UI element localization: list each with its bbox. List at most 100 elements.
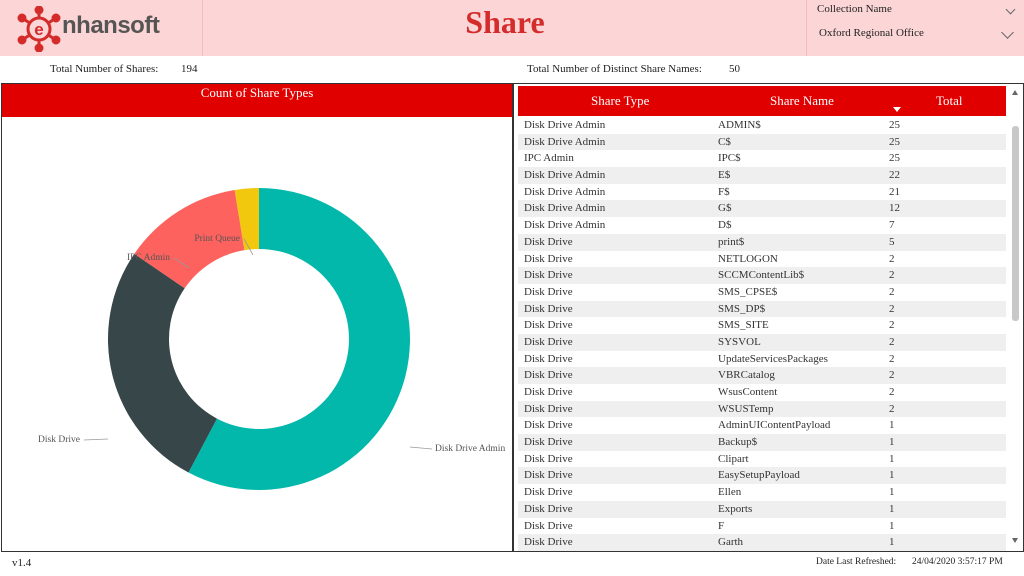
cell-share-type: Disk Drive bbox=[524, 369, 573, 382]
cell-share-type: Disk Drive bbox=[524, 269, 573, 282]
cell-total: 2 bbox=[889, 335, 895, 348]
table-row[interactable]: Disk Drive SMS_CPSE$ 2 bbox=[518, 284, 1006, 301]
table-row[interactable]: Disk Drive VBRCatalog 2 bbox=[518, 367, 1006, 384]
cell-total: 2 bbox=[889, 319, 895, 332]
filter-value[interactable]: Oxford Regional Office bbox=[819, 27, 924, 39]
table-row[interactable]: Disk Drive SMS_DP$ 2 bbox=[518, 300, 1006, 318]
chevron-down-icon[interactable] bbox=[1005, 4, 1016, 15]
table-row[interactable]: Disk Drive Garth 1 bbox=[518, 534, 1006, 551]
cell-share-name: G$ bbox=[718, 202, 732, 215]
table-row[interactable]: Disk Drive F 1 bbox=[518, 518, 1006, 535]
cell-share-type: Disk Drive Admin bbox=[524, 169, 606, 182]
collection-filter[interactable]: Collection Name Oxford Regional Office bbox=[806, 0, 1024, 56]
table-row[interactable]: Disk Drive SCCMContentLib$ 2 bbox=[518, 267, 1006, 284]
cell-total: 2 bbox=[889, 252, 895, 265]
cell-share-name: WsusContent bbox=[718, 386, 778, 398]
table-row[interactable]: Disk Drive WsusContent 2 bbox=[518, 384, 1006, 401]
cell-share-type: Disk Drive bbox=[524, 452, 573, 465]
total-shares-value: 194 bbox=[181, 63, 198, 75]
table-row[interactable]: Disk Drive Ellen 1 bbox=[518, 484, 1006, 501]
cell-share-name: Clipart bbox=[718, 452, 749, 465]
cell-total: 2 bbox=[889, 302, 895, 315]
table-row[interactable]: Disk Drive Admin G$ 12 bbox=[518, 200, 1006, 218]
distinct-names-label: Total Number of Distinct Share Names: bbox=[527, 63, 702, 75]
table-row[interactable]: Disk Drive print$ 5 bbox=[518, 233, 1006, 251]
cell-share-type: Disk Drive bbox=[524, 285, 573, 298]
cell-total: 5 bbox=[889, 235, 895, 248]
cell-share-type: Disk Drive bbox=[524, 302, 573, 315]
cell-share-name: Backup$ bbox=[718, 436, 758, 449]
cell-share-name: Garth bbox=[718, 536, 744, 549]
slice-label: IPC Admin bbox=[127, 253, 170, 263]
cell-share-name: Ellen bbox=[718, 486, 742, 499]
share-table-panel: Share Type Share Name Total Disk Drive A… bbox=[513, 83, 1024, 552]
table-row[interactable]: Disk Drive AdminUIContentPayload 1 bbox=[518, 417, 1006, 434]
cell-total: 1 bbox=[889, 452, 895, 465]
slice-label: Disk Drive bbox=[38, 435, 80, 445]
cell-total: 2 bbox=[889, 386, 895, 398]
cell-total: 2 bbox=[889, 402, 895, 415]
table-row[interactable]: Disk Drive NETLOGON 2 bbox=[518, 251, 1006, 268]
table-row[interactable]: Disk Drive Backup$ 1 bbox=[518, 434, 1006, 451]
version-label: v1.4 bbox=[12, 557, 32, 569]
logo-text: nhansoft bbox=[62, 12, 160, 39]
slice-leader-line bbox=[243, 238, 254, 256]
cell-share-name: SMS_DP$ bbox=[718, 302, 766, 315]
cell-share-name: D$ bbox=[718, 219, 732, 232]
table-row[interactable]: Disk Drive Admin D$ 7 bbox=[518, 217, 1006, 234]
table-scrollbar[interactable] bbox=[1011, 86, 1021, 547]
table-row[interactable]: Disk Drive Admin ADMIN$ 25 bbox=[518, 117, 1006, 134]
enhansoft-logo-icon: e bbox=[17, 6, 61, 52]
cell-share-name: WSUSTemp bbox=[718, 402, 774, 415]
cell-share-type: Disk Drive bbox=[524, 335, 573, 348]
logo: e nhansoft bbox=[6, 0, 203, 56]
table-row[interactable]: IPC Admin IPC$ 25 bbox=[518, 150, 1006, 167]
cell-share-name: print$ bbox=[718, 235, 745, 248]
table-row[interactable]: Disk Drive WSUSTemp 2 bbox=[518, 400, 1006, 418]
donut-slice-disk-drive[interactable] bbox=[107, 253, 217, 473]
table-row[interactable]: Disk Drive EasySetupPayload 1 bbox=[518, 467, 1006, 485]
cell-share-type: Disk Drive Admin bbox=[524, 119, 606, 131]
col-header-share-name[interactable]: Share Name bbox=[770, 93, 834, 108]
cell-total: 1 bbox=[889, 519, 895, 532]
scroll-down-icon[interactable] bbox=[1012, 538, 1018, 543]
col-header-total[interactable]: Total bbox=[936, 93, 963, 108]
table-row[interactable]: Disk Drive Admin F$ 21 bbox=[518, 184, 1006, 201]
cell-share-type: Disk Drive Admin bbox=[524, 219, 606, 232]
table-row[interactable]: Disk Drive SYSVOL 2 bbox=[518, 333, 1006, 351]
donut-slice-print-queue[interactable] bbox=[234, 188, 259, 251]
chevron-down-icon[interactable] bbox=[1001, 26, 1014, 39]
distinct-names-value: 50 bbox=[729, 63, 740, 75]
table-row[interactable]: Disk Drive SMS_SITE 2 bbox=[518, 317, 1006, 334]
cell-share-name: SMS_SITE bbox=[718, 319, 769, 332]
page-title: Share bbox=[465, 4, 545, 40]
table-row[interactable]: Disk Drive Admin E$ 22 bbox=[518, 167, 1006, 184]
donut-slice-disk-drive-admin[interactable] bbox=[188, 188, 411, 490]
cell-share-type: Disk Drive bbox=[524, 519, 573, 532]
cell-share-type: Disk Drive bbox=[524, 502, 573, 515]
cell-share-type: Disk Drive bbox=[524, 252, 573, 265]
cell-share-name: IPC$ bbox=[718, 152, 741, 165]
chart-title: Count of Share Types bbox=[2, 84, 512, 117]
table-row[interactable]: Disk Drive Exports 1 bbox=[518, 500, 1006, 518]
cell-share-name: F$ bbox=[718, 185, 730, 198]
cell-share-name: SMS_CPSE$ bbox=[718, 285, 778, 298]
cell-share-name: ADMIN$ bbox=[718, 119, 761, 131]
scroll-thumb[interactable] bbox=[1012, 126, 1019, 321]
donut-slice-ipc-admin[interactable] bbox=[134, 189, 245, 289]
col-header-share-type[interactable]: Share Type bbox=[591, 93, 650, 108]
table-row[interactable]: Disk Drive UpdateServicesPackages 2 bbox=[518, 351, 1006, 368]
cell-share-name: Exports bbox=[718, 502, 753, 515]
slice-label: Disk Drive Admin bbox=[435, 444, 505, 454]
scroll-up-icon[interactable] bbox=[1012, 90, 1018, 95]
refreshed-label: Date Last Refreshed: bbox=[816, 557, 897, 567]
table-row[interactable]: Disk Drive Admin C$ 25 bbox=[518, 133, 1006, 151]
slice-leader-line bbox=[83, 438, 109, 441]
cell-share-name: E$ bbox=[718, 169, 731, 182]
cell-share-type: Disk Drive bbox=[524, 469, 573, 482]
cell-total: 12 bbox=[889, 202, 900, 215]
cell-share-name: NETLOGON bbox=[718, 252, 778, 265]
cell-total: 25 bbox=[889, 152, 900, 165]
table-row[interactable]: Disk Drive Clipart 1 bbox=[518, 451, 1006, 468]
donut-chart[interactable]: Disk Drive Admin Disk Drive IPC Admin Print… bbox=[2, 117, 512, 549]
